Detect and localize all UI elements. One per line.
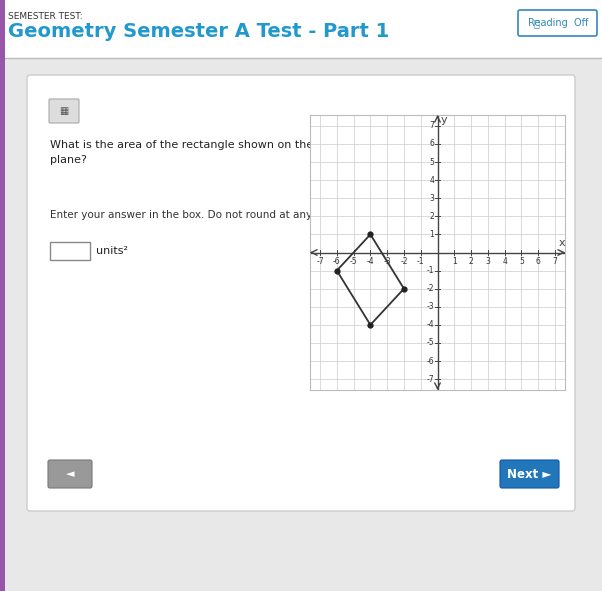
Bar	[50, 242, 90, 260]
Text: What is the area of the rectangle shown on the coordinate
plane?: What is the area of the rectangle shown …	[50, 140, 376, 165]
Text: -4: -4	[427, 320, 434, 329]
Text: 3: 3	[429, 194, 434, 203]
Text: 1: 1	[429, 230, 434, 239]
Text: y: y	[441, 115, 447, 125]
Text: 5: 5	[519, 257, 524, 266]
Text: SEMESTER TEST:: SEMESTER TEST:	[8, 12, 82, 21]
Text: 🎧: 🎧	[534, 18, 540, 28]
Text: ◄: ◄	[66, 469, 74, 479]
Text: 6: 6	[536, 257, 541, 266]
Text: 7: 7	[429, 121, 434, 131]
Text: 4: 4	[429, 176, 434, 184]
FancyBboxPatch shape	[518, 10, 597, 36]
Text: 3: 3	[485, 257, 490, 266]
Text: -6: -6	[333, 257, 341, 266]
Text: 2: 2	[429, 212, 434, 221]
Text: 5: 5	[429, 158, 434, 167]
Text: Reading  Off: Reading Off	[528, 18, 588, 28]
Text: Geometry Semester A Test - Part 1: Geometry Semester A Test - Part 1	[8, 22, 389, 41]
Text: 4: 4	[502, 257, 507, 266]
Text: -7: -7	[316, 257, 324, 266]
Text: -5: -5	[427, 339, 434, 348]
Text: Enter your answer in the box. Do not round at any steps.: Enter your answer in the box. Do not rou…	[50, 210, 347, 220]
FancyBboxPatch shape	[500, 460, 559, 488]
Text: -2: -2	[400, 257, 408, 266]
Text: 6: 6	[429, 139, 434, 148]
FancyBboxPatch shape	[49, 99, 79, 123]
Bar	[0, 0, 602, 58]
FancyBboxPatch shape	[48, 460, 92, 488]
Text: 1: 1	[452, 257, 457, 266]
Text: ▦: ▦	[60, 106, 69, 116]
Text: -7: -7	[427, 375, 434, 384]
Text: -4: -4	[367, 257, 374, 266]
Text: -1: -1	[427, 266, 434, 275]
Text: units²: units²	[96, 246, 128, 256]
Text: 7: 7	[553, 257, 557, 266]
Text: -6: -6	[427, 356, 434, 366]
FancyBboxPatch shape	[27, 75, 575, 511]
Text: -3: -3	[383, 257, 391, 266]
Text: -3: -3	[427, 302, 434, 311]
Bar	[0, 0, 5, 591]
Text: 2: 2	[469, 257, 473, 266]
Text: -1: -1	[417, 257, 424, 266]
Text: Next ►: Next ►	[507, 467, 551, 480]
Text: -2: -2	[427, 284, 434, 293]
Text: -5: -5	[350, 257, 358, 266]
Text: x: x	[559, 238, 565, 248]
